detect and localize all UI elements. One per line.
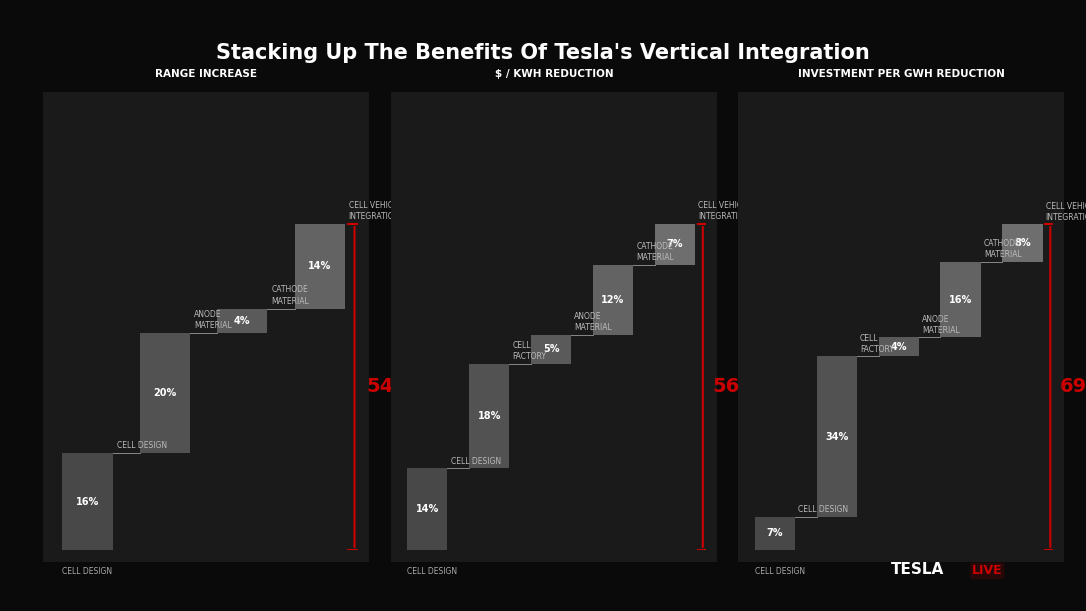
Text: 4%: 4% (891, 342, 907, 352)
Text: CATHODE
MATERIAL: CATHODE MATERIAL (272, 285, 310, 306)
Text: INVESTMENT PER GWH REDUCTION: INVESTMENT PER GWH REDUCTION (798, 70, 1005, 79)
Bar (62, 453, 113, 550)
Bar (469, 364, 509, 469)
Text: CELL
FACTORY: CELL FACTORY (513, 341, 546, 360)
Text: 34%: 34% (825, 431, 848, 442)
Bar (940, 262, 981, 337)
Text: 7%: 7% (767, 529, 783, 538)
Text: CELL VEHICLE
INTEGRATION: CELL VEHICLE INTEGRATION (1046, 202, 1086, 222)
Bar (217, 309, 267, 332)
Text: RANGE INCREASE: RANGE INCREASE (155, 70, 257, 79)
Text: CELL DESIGN: CELL DESIGN (755, 568, 805, 577)
Text: 4%: 4% (235, 316, 251, 326)
Bar (755, 517, 795, 550)
Text: Stacking Up The Benefits Of Tesla's Vertical Integration: Stacking Up The Benefits Of Tesla's Vert… (216, 43, 870, 63)
Text: 56%: 56% (712, 378, 759, 397)
Text: $ / KWH REDUCTION: $ / KWH REDUCTION (494, 70, 614, 79)
Text: 7%: 7% (667, 240, 683, 249)
Bar (1002, 224, 1043, 262)
Text: CELL VEHICLE
INTEGRATION: CELL VEHICLE INTEGRATION (698, 201, 752, 221)
Text: 16%: 16% (949, 295, 972, 305)
Text: CATHODE
MATERIAL: CATHODE MATERIAL (984, 240, 1022, 260)
Bar (655, 224, 695, 265)
Text: 54%: 54% (366, 378, 413, 397)
Text: CELL DESIGN: CELL DESIGN (62, 568, 113, 577)
Text: ANODE
MATERIAL: ANODE MATERIAL (922, 315, 960, 335)
Bar (294, 224, 345, 309)
Text: 8%: 8% (1014, 238, 1031, 248)
Text: CELL DESIGN: CELL DESIGN (451, 456, 501, 466)
Bar (593, 265, 633, 335)
Text: 14%: 14% (416, 504, 439, 514)
Text: LIVE: LIVE (972, 565, 1002, 577)
Text: 12%: 12% (602, 295, 624, 305)
Bar (817, 356, 857, 517)
Text: 5%: 5% (543, 344, 559, 354)
Bar (407, 469, 447, 550)
Text: CELL DESIGN: CELL DESIGN (116, 441, 166, 450)
Text: CATHODE
MATERIAL: CATHODE MATERIAL (636, 242, 674, 262)
Text: ANODE
MATERIAL: ANODE MATERIAL (574, 312, 613, 332)
Text: 16%: 16% (76, 497, 99, 507)
Bar (140, 332, 190, 453)
Text: CELL VEHICLE
INTEGRATION: CELL VEHICLE INTEGRATION (349, 201, 402, 221)
Text: CELL DESIGN: CELL DESIGN (407, 568, 457, 577)
Bar (879, 337, 919, 356)
Text: 69%: 69% (1060, 378, 1086, 397)
Text: TESLA: TESLA (891, 562, 944, 577)
Text: 14%: 14% (308, 262, 331, 271)
Text: 20%: 20% (153, 388, 177, 398)
Bar (531, 335, 571, 364)
Text: CELL DESIGN: CELL DESIGN (798, 505, 848, 514)
Text: ANODE
MATERIAL: ANODE MATERIAL (194, 310, 231, 330)
Text: CELL
FACTORY: CELL FACTORY (860, 334, 894, 354)
Text: 18%: 18% (478, 411, 501, 421)
